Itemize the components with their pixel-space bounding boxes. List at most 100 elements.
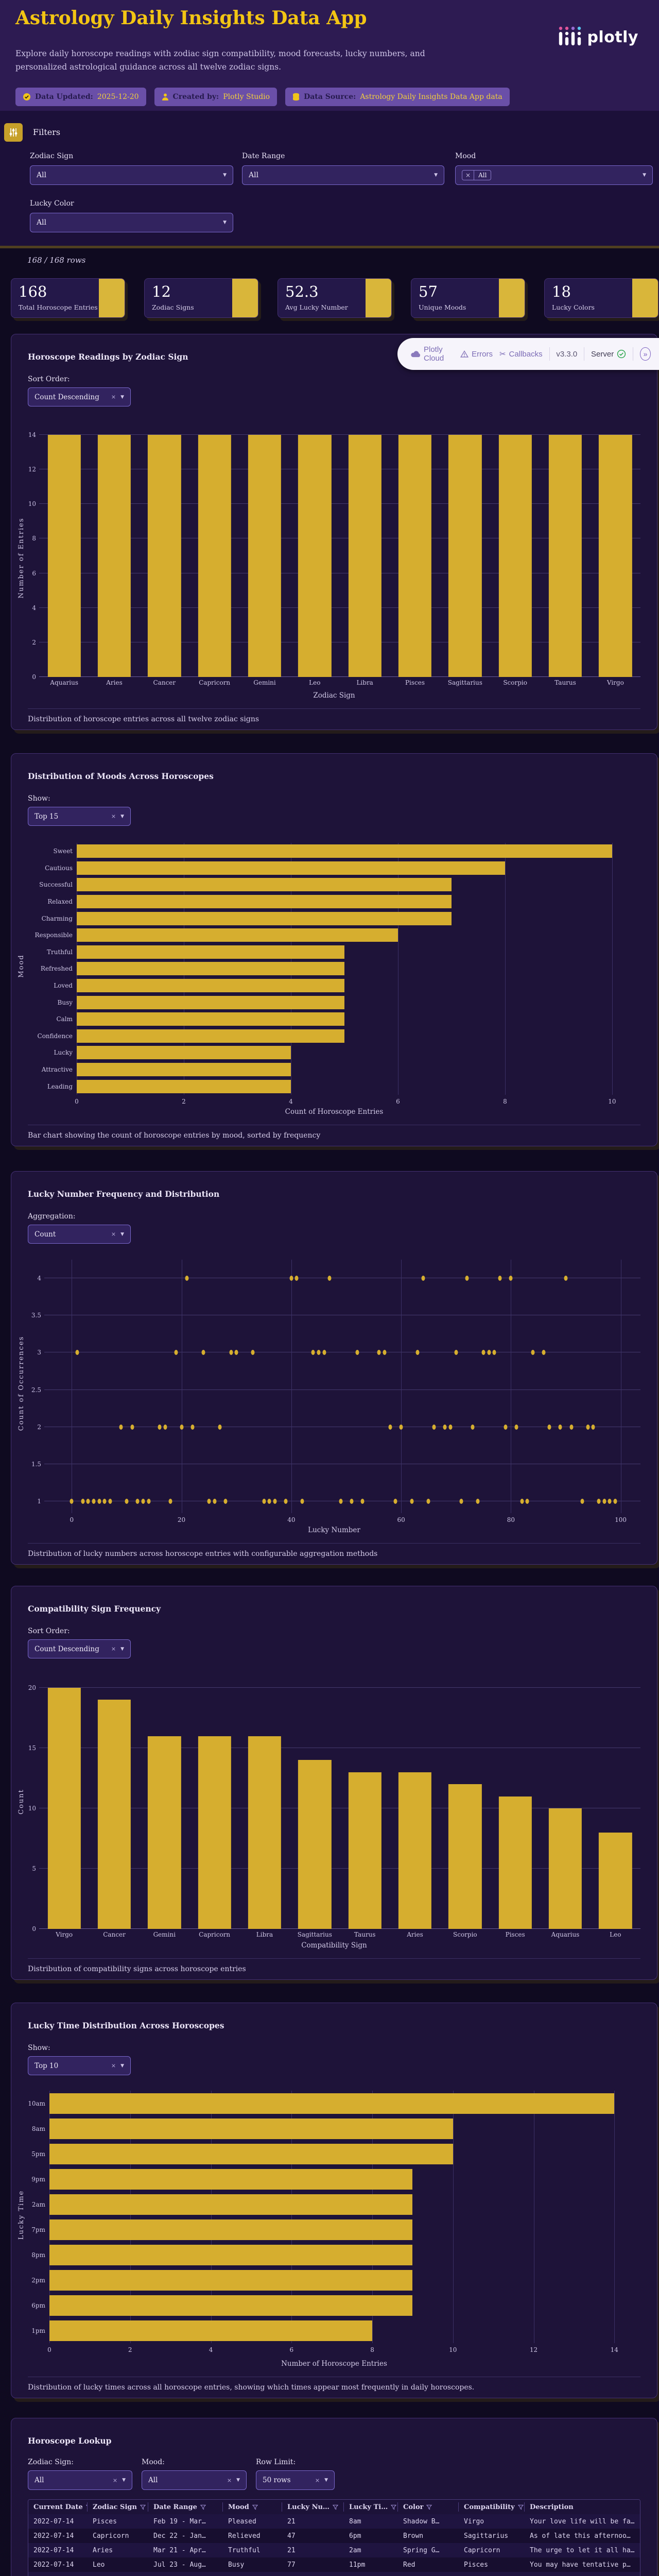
scatter-point[interactable]: [339, 1498, 343, 1504]
scatter-point[interactable]: [377, 1350, 381, 1355]
bar-pisces[interactable]: [398, 435, 432, 677]
scatter-point[interactable]: [498, 1276, 502, 1281]
lucky-color-select[interactable]: All ▼: [30, 213, 233, 232]
column-header-description[interactable]: Description: [525, 2502, 640, 2512]
column-header-current-date[interactable]: Current Date: [28, 2502, 88, 2512]
scatter-point[interactable]: [580, 1498, 584, 1504]
scatter-point[interactable]: [218, 1424, 222, 1430]
bar-loved[interactable]: [77, 979, 344, 993]
clear-icon[interactable]: ×: [111, 2062, 116, 2069]
mood-multiselect[interactable]: × All ▼: [455, 165, 653, 185]
bar-cautious[interactable]: [77, 861, 505, 875]
bar-cancer[interactable]: [148, 435, 181, 677]
scatter-point[interactable]: [415, 1350, 420, 1355]
scatter-point[interactable]: [267, 1498, 271, 1504]
bar-7pm[interactable]: [49, 2219, 413, 2240]
scatter-point[interactable]: [481, 1350, 485, 1355]
show-select[interactable]: Top 10 × ▼: [28, 2056, 131, 2075]
show-select[interactable]: Top 15 × ▼: [28, 807, 131, 826]
scatter-point[interactable]: [322, 1350, 326, 1355]
bar-aquarius[interactable]: [548, 1808, 582, 1929]
bar-capricorn[interactable]: [198, 1736, 231, 1929]
scatter-point[interactable]: [509, 1276, 513, 1281]
plotly-cloud-link[interactable]: Plotly Cloud: [411, 345, 454, 363]
clear-icon[interactable]: ×: [315, 2477, 320, 2484]
bar-leo[interactable]: [298, 435, 332, 677]
scatter-point[interactable]: [97, 1498, 101, 1504]
scatter-point[interactable]: [207, 1498, 211, 1504]
scatter-point[interactable]: [119, 1424, 123, 1430]
scatter-point[interactable]: [542, 1350, 546, 1355]
bar-attractive[interactable]: [77, 1063, 291, 1077]
scatter-point[interactable]: [75, 1350, 79, 1355]
filter-funnel-icon[interactable]: [391, 2504, 397, 2510]
scatter-point[interactable]: [476, 1498, 480, 1504]
scatter-point[interactable]: [273, 1498, 277, 1504]
bar-virgo[interactable]: [47, 1687, 81, 1929]
bar-responsible[interactable]: [77, 928, 398, 942]
scatter-point[interactable]: [289, 1276, 293, 1281]
bar-gemini[interactable]: [148, 1736, 181, 1929]
scatter-point[interactable]: [92, 1498, 96, 1504]
lucky-number-scatter-chart[interactable]: 1 1.5 2 2.5 3 3.5 4 0 20 40 60 80 100: [31, 1260, 640, 1529]
scatter-point[interactable]: [586, 1424, 590, 1430]
compatibility-bar-chart[interactable]: 0 5 10 15 20 Virgo Cancer Gemini Capricorn Libra S…: [28, 1677, 640, 1942]
bar-truthful[interactable]: [77, 945, 344, 959]
filter-funnel-icon[interactable]: [140, 2504, 146, 2510]
scatter-point[interactable]: [158, 1424, 162, 1430]
scatter-point[interactable]: [613, 1498, 617, 1504]
filter-funnel-icon[interactable]: [517, 2504, 524, 2510]
scatter-point[interactable]: [262, 1498, 266, 1504]
scatter-point[interactable]: [130, 1424, 134, 1430]
bar-busy[interactable]: [77, 995, 344, 1009]
table-row[interactable]: 2022-07-14 Leo Jul 23 - Aug… Busy 77 11pm Red P…: [28, 2557, 640, 2572]
moods-bar-chart[interactable]: Sweet Cautious Successful Relaxed Charming Re…: [34, 843, 640, 1110]
scatter-point[interactable]: [168, 1498, 172, 1504]
aggregation-select[interactable]: Count × ▼: [28, 1225, 131, 1244]
table-row[interactable]: 2022-07-14 Capricorn Dec 22 - Jan… Relieved…: [28, 2529, 640, 2543]
bar-scorpio[interactable]: [498, 435, 532, 677]
table-row[interactable]: 2022-07-14 Aries Mar 21 - Apr… Truthful 21 2a…: [28, 2543, 640, 2557]
scatter-point[interactable]: [393, 1498, 397, 1504]
scatter-point[interactable]: [360, 1498, 365, 1504]
bar-gemini[interactable]: [248, 435, 282, 677]
scatter-point[interactable]: [327, 1276, 332, 1281]
table-row[interactable]: 2022-07-14Sagittar…Nov 23 - Dec…Responsi…: [28, 2572, 640, 2576]
bar-2am[interactable]: [49, 2194, 413, 2215]
bar-1pm[interactable]: [49, 2320, 373, 2341]
bar-aries[interactable]: [398, 1772, 432, 1929]
scatter-point[interactable]: [174, 1350, 178, 1355]
chart-plot-area[interactable]: 10am 8am 5pm 9pm 2am 7pm 8pm 2pm 6pm 1pm: [28, 2091, 622, 2343]
bar-leo[interactable]: [599, 1832, 632, 1929]
scatter-point[interactable]: [108, 1498, 112, 1504]
scatter-point[interactable]: [294, 1276, 299, 1281]
scatter-point[interactable]: [223, 1498, 228, 1504]
bar-aries[interactable]: [97, 435, 131, 677]
zodiac-bar-chart[interactable]: 0 2 4 6 8 10 12 14 Aquarius Aries Cancer Capricorn G…: [28, 431, 640, 690]
scatter-point[interactable]: [443, 1424, 447, 1430]
column-header-compatibility[interactable]: Compatibility: [459, 2502, 525, 2512]
scatter-point[interactable]: [234, 1350, 238, 1355]
sort-order-select[interactable]: Count Descending × ▼: [28, 1639, 131, 1658]
scatter-point[interactable]: [81, 1498, 85, 1504]
errors-link[interactable]: Errors: [460, 350, 493, 359]
bar-sagittarius[interactable]: [298, 1760, 332, 1929]
scatter-point[interactable]: [432, 1424, 436, 1430]
column-header-zodiac-sign[interactable]: Zodiac Sign: [88, 2502, 148, 2512]
scatter-point[interactable]: [141, 1498, 145, 1504]
scatter-point[interactable]: [547, 1424, 551, 1430]
scatter-point[interactable]: [492, 1350, 496, 1355]
row-limit-select[interactable]: 50 rows × ▼: [256, 2470, 335, 2490]
scatter-point[interactable]: [454, 1350, 458, 1355]
scatter-point[interactable]: [504, 1424, 508, 1430]
scatter-point[interactable]: [251, 1350, 255, 1355]
callbacks-link[interactable]: ✂ Callbacks: [499, 349, 543, 359]
scatter-point[interactable]: [399, 1424, 403, 1430]
scatter-point[interactable]: [487, 1350, 491, 1355]
scatter-point[interactable]: [300, 1498, 304, 1504]
mood-select[interactable]: All × ▼: [142, 2470, 247, 2490]
bar-6pm[interactable]: [49, 2295, 413, 2316]
clear-icon[interactable]: ×: [111, 813, 116, 820]
scatter-point[interactable]: [284, 1498, 288, 1504]
horoscope-lookup-table[interactable]: Current Date Zodiac Sign Date Range Mood Luc…: [28, 2499, 640, 2576]
